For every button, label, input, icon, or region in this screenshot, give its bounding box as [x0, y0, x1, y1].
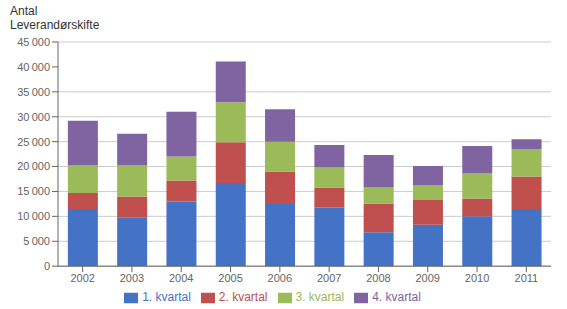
- svg-text:2010: 2010: [465, 272, 489, 284]
- svg-text:2004: 2004: [169, 272, 193, 284]
- svg-text:5 000: 5 000: [23, 235, 50, 247]
- svg-text:2011: 2011: [515, 272, 539, 284]
- svg-text:2005: 2005: [218, 272, 242, 284]
- svg-text:35 000: 35 000: [17, 86, 50, 98]
- html-text:4. kvartal: 4. kvartal: [372, 290, 421, 305]
- svg-text:10 000: 10 000: [17, 210, 50, 222]
- html-text:3. kvartal: 3. kvartal: [295, 290, 345, 305]
- svg-text:40 000: 40 000: [17, 61, 50, 73]
- svg-text:2009: 2009: [416, 272, 440, 284]
- svg-text:20 000: 20 000: [17, 160, 50, 172]
- svg-text:2003: 2003: [120, 272, 144, 284]
- svg-text:2006: 2006: [268, 272, 292, 284]
- svg-text:2008: 2008: [366, 272, 390, 284]
- svg-text:30 000: 30 000: [17, 111, 50, 123]
- html-text:1. kvartal: 1. kvartal: [142, 290, 191, 305]
- html-text:Antal: Antal: [10, 4, 38, 18]
- svg-text:2002: 2002: [70, 272, 94, 284]
- html-text:2. kvartal: 2. kvartal: [218, 290, 268, 305]
- svg-text:2007: 2007: [317, 272, 341, 284]
- svg-text:15 000: 15 000: [17, 185, 50, 197]
- svg-text:45 000: 45 000: [17, 36, 50, 48]
- svg-text:0: 0: [44, 260, 50, 272]
- html-text:Leverandørskifte: Leverandørskifte: [10, 18, 100, 32]
- svg-text:25 000: 25 000: [17, 136, 50, 148]
